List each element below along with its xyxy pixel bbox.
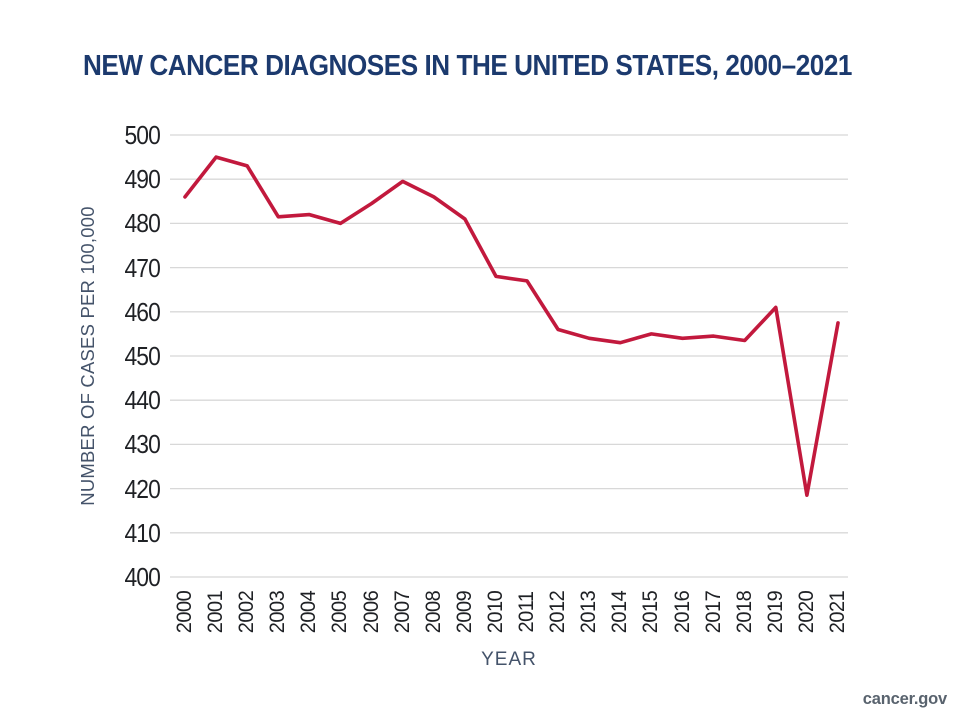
x-tick-label-2017: 2017 xyxy=(701,590,725,634)
y-tick-label-410: 410 xyxy=(124,517,160,548)
chart-title: NEW CANCER DIAGNOSES IN THE UNITED STATE… xyxy=(83,50,852,82)
y-tick-label-400: 400 xyxy=(124,562,160,592)
x-tick-label-2019: 2019 xyxy=(763,590,787,634)
y-tick-label-490: 490 xyxy=(124,164,160,195)
y-tick-label-430: 430 xyxy=(124,429,160,460)
x-tick-label-2003: 2003 xyxy=(266,590,290,634)
y-tick-label-440: 440 xyxy=(124,385,160,416)
y-tick-label-500: 500 xyxy=(124,120,160,150)
y-tick-label-480: 480 xyxy=(124,208,160,239)
x-tick-label-2009: 2009 xyxy=(452,590,476,634)
source-attribution-label: cancer.gov xyxy=(862,690,947,708)
x-axis-title: YEAR xyxy=(481,649,537,670)
x-tick-label-2020: 2020 xyxy=(794,590,818,634)
x-tick-label-2015: 2015 xyxy=(639,590,663,634)
x-tick-label-2004: 2004 xyxy=(297,590,321,634)
x-tick-label-2018: 2018 xyxy=(732,590,756,634)
gridlines xyxy=(170,134,848,578)
y-tick-label-460: 460 xyxy=(124,296,160,327)
x-tick-label-2008: 2008 xyxy=(421,590,445,634)
x-tick-label-2002: 2002 xyxy=(235,590,259,634)
x-tick-label-2012: 2012 xyxy=(546,590,570,634)
x-tick-label-2014: 2014 xyxy=(608,590,632,634)
x-tick-label-2006: 2006 xyxy=(359,590,383,634)
y-tick-label-420: 420 xyxy=(124,473,160,504)
y-tick-label-450: 450 xyxy=(124,341,160,371)
y-axis-title: NUMBER OF CASES PER 100,000 xyxy=(77,206,98,506)
x-tick-label-2011: 2011 xyxy=(515,591,539,633)
x-tick-label-2007: 2007 xyxy=(390,590,414,634)
y-tick-label-470: 470 xyxy=(124,252,160,283)
x-tick-label-2016: 2016 xyxy=(670,590,694,634)
x-tick-label-2000: 2000 xyxy=(173,590,196,634)
incidence-rate-line-series xyxy=(183,155,840,498)
x-tick-label-2005: 2005 xyxy=(328,590,352,634)
x-tick-label-2001: 2001 xyxy=(204,590,228,634)
x-tick-label-2021: 2021 xyxy=(826,590,849,634)
x-tick-label-2010: 2010 xyxy=(483,590,507,634)
x-tick-label-2013: 2013 xyxy=(577,590,601,634)
